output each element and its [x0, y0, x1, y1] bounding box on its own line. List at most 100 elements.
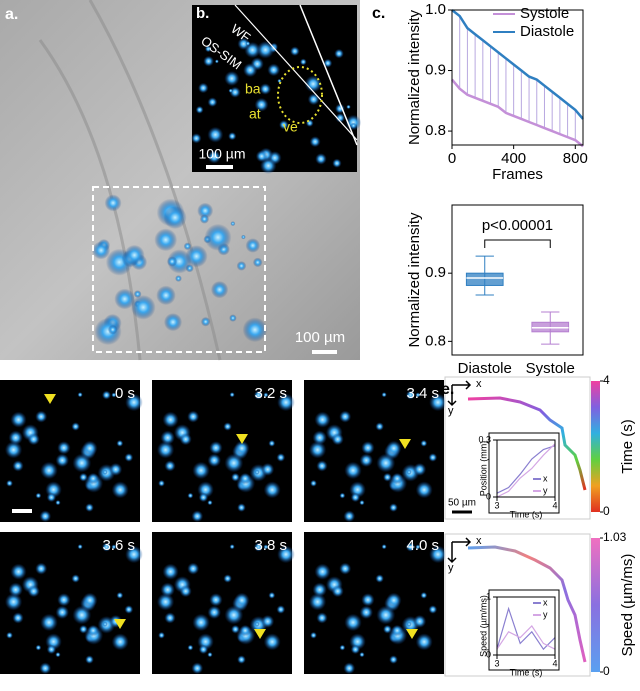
cell	[339, 562, 352, 575]
cell	[314, 563, 331, 580]
cell	[376, 605, 396, 625]
cell	[207, 97, 218, 108]
cell	[6, 631, 13, 639]
cell	[124, 605, 134, 614]
label-at: at	[249, 106, 261, 122]
cell	[207, 651, 213, 658]
cell	[207, 150, 221, 164]
significance-bracket	[484, 239, 551, 248]
cell	[160, 582, 175, 597]
cell	[256, 40, 275, 59]
cell	[104, 194, 122, 212]
cell	[253, 390, 263, 400]
cell	[316, 460, 328, 472]
time-label: 4.0 s	[406, 537, 439, 554]
cell	[305, 119, 314, 127]
box	[465, 272, 504, 286]
inset-frame	[488, 432, 560, 514]
colorbar-tick-label: 0	[603, 664, 610, 678]
cell	[224, 70, 240, 87]
cell	[187, 644, 194, 651]
cell	[276, 453, 286, 462]
cell	[156, 441, 175, 459]
cell	[55, 605, 70, 620]
cell	[420, 591, 428, 599]
cell	[415, 633, 433, 651]
cell	[323, 58, 333, 68]
cell	[72, 605, 92, 625]
scale-label: 50 µm	[448, 498, 476, 509]
legend-label: y	[543, 485, 548, 495]
cell	[207, 605, 222, 620]
roi-box	[92, 186, 266, 353]
cell	[350, 644, 361, 655]
cell	[224, 605, 244, 625]
cell	[107, 324, 118, 335]
cell	[71, 574, 80, 583]
cell	[35, 562, 48, 575]
cell	[361, 593, 375, 607]
label-ba: ba	[245, 81, 261, 97]
cell	[429, 393, 447, 412]
cell	[237, 37, 250, 51]
cell	[101, 390, 111, 400]
cell	[315, 153, 327, 165]
cell	[55, 453, 70, 468]
cell	[415, 392, 421, 398]
trajectory	[467, 396, 587, 491]
time-label: 3.6 s	[102, 537, 135, 554]
cell	[230, 221, 236, 227]
panel-label: b.	[196, 5, 209, 22]
cell	[191, 133, 202, 144]
cell	[331, 433, 344, 446]
cell	[192, 461, 210, 480]
cell	[187, 492, 194, 499]
image-b	[192, 5, 357, 172]
cell	[111, 633, 129, 651]
x-tick-label: 0	[448, 150, 456, 167]
cell	[234, 592, 250, 608]
cell	[241, 234, 246, 240]
cell	[314, 411, 331, 428]
cell	[428, 453, 438, 462]
series-line	[451, 78, 584, 148]
x-tick-label: 800	[563, 150, 588, 167]
cell	[57, 593, 71, 607]
cell	[46, 644, 57, 655]
inset-frame	[488, 589, 560, 671]
panel-label: d.	[4, 383, 18, 400]
cell	[92, 241, 111, 260]
x-tick-label: 4	[552, 659, 557, 669]
cell	[263, 392, 269, 398]
cell	[279, 120, 289, 130]
marker-arrow	[254, 629, 266, 639]
cell	[27, 585, 40, 598]
cell	[261, 462, 275, 476]
y-tick-label: 0.9	[425, 62, 446, 79]
y-tick-label: 0.8	[425, 122, 446, 139]
x-tick-label: 3	[494, 501, 499, 511]
cell	[339, 492, 346, 499]
marker-arrow	[399, 439, 411, 449]
cell	[85, 503, 94, 512]
cell	[111, 481, 129, 499]
x-tick-label: 400	[501, 150, 526, 167]
cell	[310, 631, 317, 639]
cell	[263, 633, 281, 651]
cell	[207, 453, 222, 468]
cell	[332, 158, 342, 168]
cell	[420, 439, 428, 447]
y-tick-label: 0	[486, 649, 491, 659]
cell	[245, 41, 251, 47]
cell	[254, 469, 260, 475]
cell	[175, 275, 182, 282]
cell	[198, 82, 209, 94]
cell	[158, 631, 165, 639]
cell	[158, 479, 165, 487]
series-line	[496, 445, 556, 494]
annotation: p<0.00001	[482, 217, 553, 234]
cell	[277, 545, 295, 564]
cell	[10, 563, 27, 580]
divider	[234, 4, 358, 141]
scale-label: 100 µm	[295, 329, 345, 346]
